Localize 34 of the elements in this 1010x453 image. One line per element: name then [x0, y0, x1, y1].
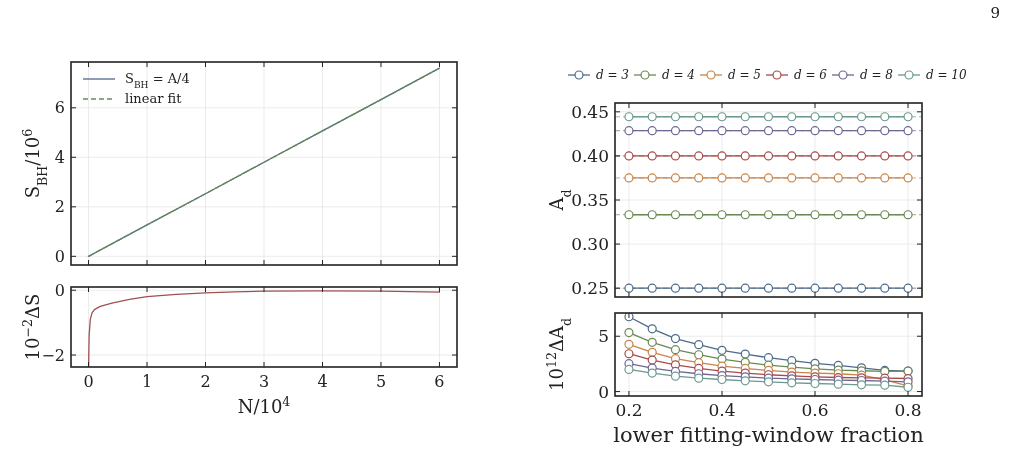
- y-tick-label: 6: [54, 98, 65, 118]
- legend-label: d = 3: [596, 68, 630, 82]
- legend-label: d = 4: [662, 68, 695, 82]
- y-tick-label: 0.25: [571, 278, 609, 299]
- x-tick-label: 1: [141, 372, 153, 391]
- x-tick-label: 2: [200, 372, 211, 391]
- legend-label: linear fit: [125, 91, 183, 106]
- x-axis-title: N/10$^{4}$: [237, 393, 291, 417]
- legend-label: d = 10: [926, 68, 967, 82]
- text: 9: [990, 4, 1000, 22]
- x-tick-label: 0: [83, 372, 94, 391]
- legend-label: d = 6: [794, 68, 828, 82]
- y-tick-label: 0.40: [571, 145, 609, 166]
- y-tick-label: 0: [54, 280, 65, 300]
- y-tick-label: 0: [54, 246, 65, 266]
- y-tick-label: 4: [54, 147, 65, 167]
- x-tick-label: 4: [317, 372, 328, 391]
- x-tick-label: 0.6: [801, 400, 829, 420]
- y-tick-label: 0.30: [571, 234, 609, 255]
- x-axis-title: lower fitting-window fraction: [613, 423, 924, 447]
- y-tick-label: 0.35: [571, 189, 609, 210]
- y-tick-label: 0.45: [571, 101, 609, 122]
- x-tick-label: 0.2: [615, 400, 643, 420]
- x-tick-label: 0.4: [708, 400, 736, 420]
- x-tick-label: 6: [434, 372, 445, 391]
- x-tick-label: 0.8: [894, 400, 922, 420]
- y-tick-label: 5: [598, 326, 609, 347]
- legend-label: d = 8: [860, 68, 894, 82]
- y-tick-label: −2: [41, 345, 65, 365]
- x-tick-label: 3: [258, 372, 270, 391]
- y-tick-label: 2: [54, 197, 65, 217]
- legend-label: S$_{BH}$ = A/4: [125, 71, 190, 90]
- legend-label: d = 5: [728, 68, 761, 82]
- x-tick-label: 5: [375, 372, 387, 391]
